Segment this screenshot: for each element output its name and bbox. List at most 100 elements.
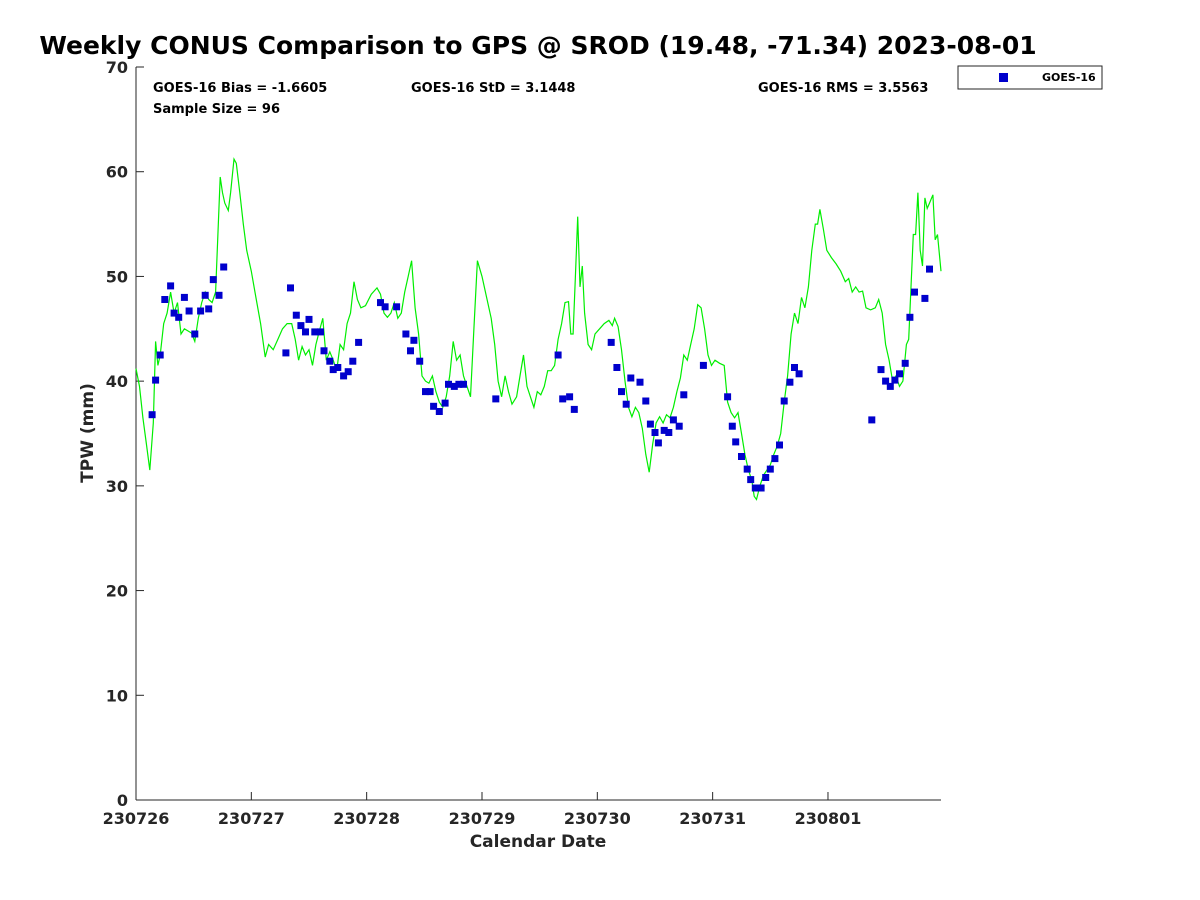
y-tick-label: 10 (106, 686, 128, 705)
goes-16-point (911, 288, 918, 296)
goes-16-point (407, 347, 414, 355)
goes-16-point (209, 276, 217, 284)
goes-16-point (776, 441, 783, 449)
goes-16-point (441, 399, 449, 407)
goes-16-point (167, 282, 175, 290)
goes-16-point (882, 377, 890, 385)
legend-marker-goes-16 (999, 73, 1008, 82)
goes-16-point (680, 391, 688, 399)
goes-16-point (402, 330, 410, 338)
goes-16-point (732, 438, 740, 446)
goes-16-point (426, 388, 434, 396)
goes-16-point (877, 366, 885, 374)
goes-16-point (460, 380, 467, 388)
x-tick-label: 230729 (449, 809, 516, 828)
goes-16-point (751, 484, 759, 492)
goes-16-point (311, 328, 319, 336)
goes-16-point (747, 476, 755, 484)
goes-16-point (305, 315, 313, 323)
goes-16-point (320, 347, 328, 355)
goes-16-point (197, 307, 205, 315)
goes-16-point (215, 291, 223, 299)
x-tick-label: 230730 (564, 809, 631, 828)
gps-series (135, 157, 942, 501)
goes-16-point (445, 380, 452, 388)
x-tick-label: 230726 (103, 809, 170, 828)
y-tick-label: 30 (106, 477, 128, 496)
goes-16-point (921, 294, 929, 302)
goes-16-point (559, 395, 567, 403)
y-axis-ticks: 0 10 20 30 40 50 60 70 (106, 58, 144, 810)
goes-16-point (422, 388, 429, 396)
goes-16-point (627, 374, 635, 382)
x-axis-label: Calendar Date (470, 832, 607, 852)
chart-title: Weekly CONUS Comparison to GPS @ SROD (1… (39, 31, 1036, 60)
y-tick-label: 20 (106, 582, 128, 601)
goes-16-point (349, 357, 357, 365)
goes-16-point (148, 411, 156, 419)
goes-16-point (675, 422, 683, 430)
y-tick-label: 50 (106, 267, 128, 286)
goes-16-point (297, 322, 305, 330)
legend-label-goes-16: GOES-16 (1042, 71, 1096, 84)
goes-16-point (302, 328, 309, 336)
goes-16-point (287, 284, 294, 292)
legend: GOES-16 (957, 65, 1103, 90)
goes-16-point (699, 361, 707, 369)
goes-16-point (554, 351, 562, 359)
goes-16-point (344, 368, 352, 376)
x-tick-label: 230728 (333, 809, 400, 828)
plot-area: 0 10 20 30 40 50 60 70 230726 230727 230728 230729… (103, 58, 942, 828)
goes-16-point (317, 328, 324, 336)
y-tick-label: 0 (117, 791, 128, 810)
goes-16-series (148, 263, 933, 492)
goes-16-point (566, 393, 574, 401)
goes-16-point (660, 426, 668, 434)
goes-16-point (926, 265, 933, 273)
goes-16-point (430, 402, 438, 410)
y-tick-label: 70 (106, 58, 128, 77)
goes-16-point (205, 305, 213, 313)
goes-16-point (492, 395, 500, 403)
goes-16-point (175, 313, 183, 321)
goes-16-point (762, 474, 770, 481)
goes-16-point (724, 393, 732, 401)
goes-16-point (377, 299, 384, 307)
goes-16-point (201, 291, 209, 299)
std-stat: GOES-16 StD = 3.1448 (411, 81, 575, 96)
goes-16-point (340, 372, 348, 380)
bias-stat: GOES-16 Bias = -1.6605 (153, 81, 327, 96)
goes-16-point (906, 313, 914, 321)
goes-16-point (771, 455, 779, 463)
x-tick-label: 230731 (679, 809, 746, 828)
goes-16-point (381, 303, 389, 311)
goes-16-point (891, 376, 899, 384)
goes-16-point (180, 293, 188, 301)
x-tick-label: 230801 (795, 809, 862, 828)
goes-16-point (618, 388, 625, 396)
legend-box (957, 65, 1103, 90)
goes-16-point (642, 397, 650, 405)
x-tick-label: 230727 (218, 809, 285, 828)
goes-16-point (886, 382, 894, 390)
goes-16-point (292, 311, 300, 319)
goes-16-point (896, 370, 903, 378)
goes-16-point (738, 453, 745, 460)
sample-size-stat: Sample Size = 96 (153, 102, 280, 117)
goes-16-point (191, 330, 199, 338)
goes-16-point (416, 357, 424, 365)
goes-16-point (654, 439, 662, 447)
goes-16-point (665, 429, 673, 436)
goes-16-point (393, 303, 401, 311)
goes-16-point (646, 420, 654, 428)
goes-16-point (757, 484, 765, 492)
goes-16-point (901, 359, 909, 367)
goes-16-point (780, 397, 788, 405)
gps-tpw-line (135, 157, 942, 501)
goes-16-point (161, 296, 169, 303)
goes-16-point (410, 336, 418, 344)
goes-16-point (185, 307, 193, 315)
goes-16-point (669, 416, 677, 424)
goes-16-point (326, 357, 334, 365)
